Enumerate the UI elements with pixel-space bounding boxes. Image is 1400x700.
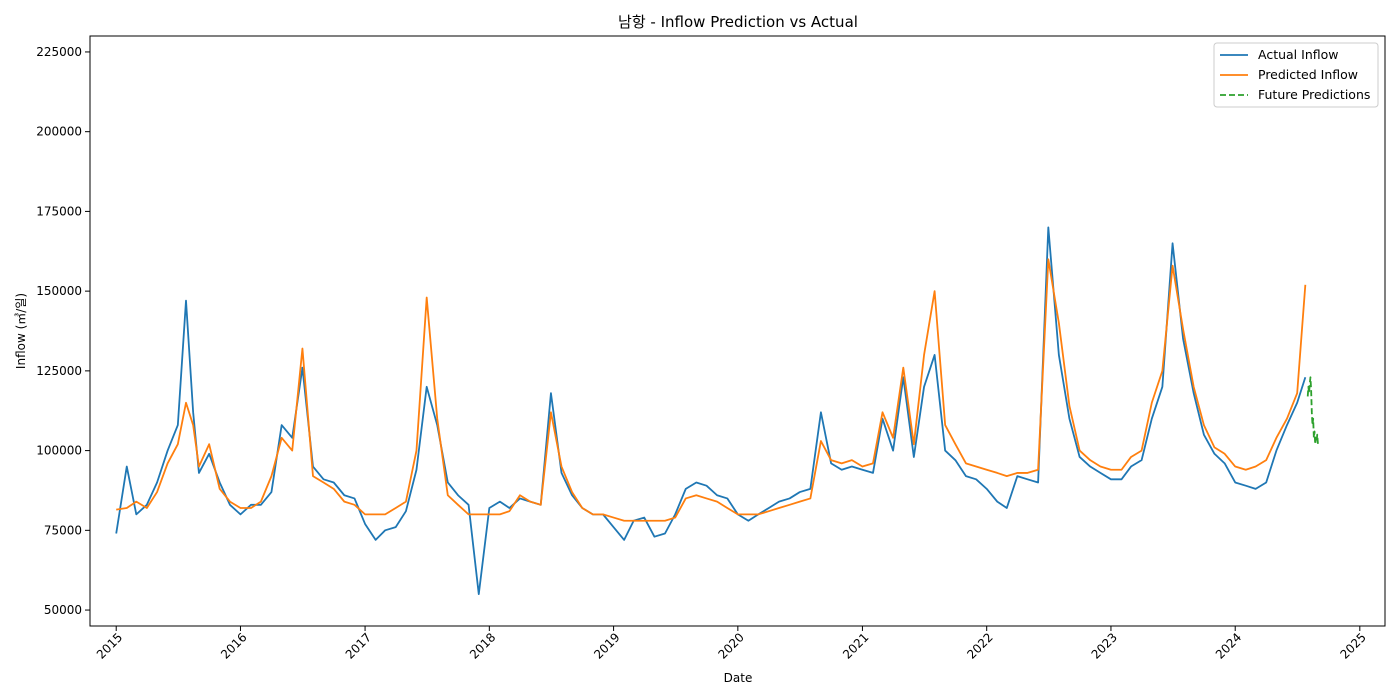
plot-area	[115, 226, 1319, 596]
predicted-inflow-line	[116, 258, 1307, 522]
x-axis-title: Date	[724, 671, 753, 685]
x-tick-label: 2023	[1089, 630, 1120, 661]
x-tick-label: 2025	[1337, 630, 1368, 661]
x-tick-label: 2020	[715, 630, 746, 661]
x-tick-label: 2017	[343, 630, 374, 661]
x-tick-label: 2016	[218, 630, 249, 661]
y-tick-label: 75000	[44, 523, 82, 537]
y-tick-label: 50000	[44, 603, 82, 617]
legend: Actual Inflow Predicted Inflow Future Pred…	[1213, 42, 1379, 108]
future-predictions-line	[1306, 376, 1319, 446]
x-tick-label: 2021	[840, 630, 871, 661]
y-tick-label: 175000	[36, 204, 82, 218]
x-tick-label: 2022	[964, 630, 995, 661]
legend-frame	[1213, 42, 1379, 108]
y-tick-label: 200000	[36, 125, 82, 139]
legend-item-future-label: Future Predictions	[1258, 87, 1370, 102]
y-tick-label: 225000	[36, 45, 82, 59]
y-tick-label: 125000	[36, 364, 82, 378]
plot-frame	[89, 35, 1386, 627]
chart-title: 남항 - Inflow Prediction vs Actual	[618, 13, 858, 31]
legend-item-predicted-label: Predicted Inflow	[1258, 67, 1358, 82]
y-tick-label: 150000	[36, 284, 82, 298]
x-tick-label: 2024	[1213, 630, 1244, 661]
x-axis: 2015 2016 2017 2018 2019 2020 2021 2022 2023 2024…	[94, 626, 1369, 662]
legend-item-actual-label: Actual Inflow	[1258, 47, 1339, 62]
x-tick-label: 2018	[467, 630, 498, 661]
y-axis-title: Inflow (㎥/일)	[14, 293, 28, 369]
x-tick-label: 2019	[591, 630, 622, 661]
actual-inflow-line	[115, 226, 1307, 596]
y-tick-label: 100000	[36, 444, 82, 458]
x-tick-label: 2015	[94, 630, 125, 661]
y-axis: 50000 75000 100000 125000 150000 175000 200000…	[36, 45, 90, 617]
